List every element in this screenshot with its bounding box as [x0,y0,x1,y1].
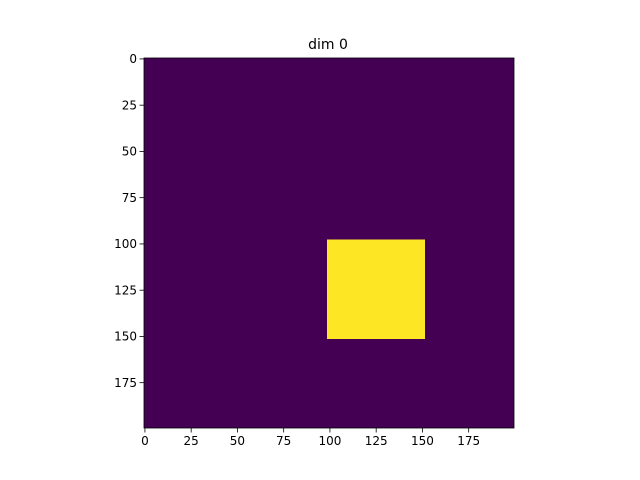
y-tick-label: 25 [122,98,137,112]
x-tick-label: 125 [365,434,388,448]
x-tick-label: 25 [184,434,199,448]
chart-title: dim 0 [308,37,348,53]
y-tick-label: 100 [114,237,137,251]
heatmap-plot-area [143,57,515,429]
y-axis: 0 25 50 75 100 125 150 175 [114,52,144,390]
x-tick-label: 100 [318,434,341,448]
y-tick-label: 50 [122,145,137,159]
y-tick-label: 0 [129,52,137,66]
plot-frame [143,57,515,429]
x-tick-label: 175 [457,434,480,448]
y-tick-label: 125 [114,283,137,297]
heatmap-region-0 [327,239,426,340]
y-tick-label: 175 [114,376,137,390]
x-tick-label: 0 [141,434,149,448]
y-tick-label: 150 [114,330,137,344]
x-axis: 0 25 50 75 100 125 150 175 [141,428,480,448]
y-tick-label: 75 [122,191,137,205]
x-tick-label: 150 [411,434,434,448]
x-tick-label: 50 [230,434,245,448]
x-tick-label: 75 [276,434,291,448]
